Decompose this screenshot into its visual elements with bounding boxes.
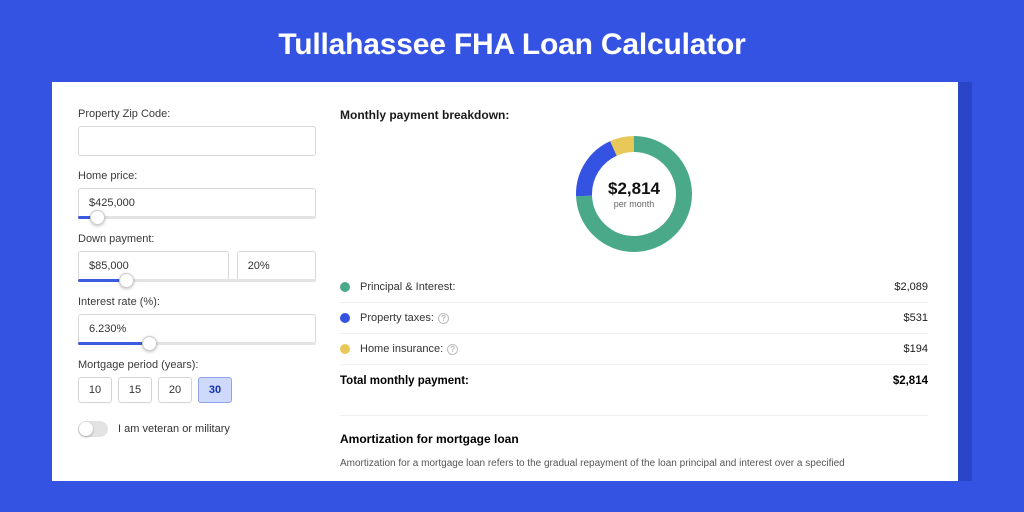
home-price-label: Home price: bbox=[78, 170, 316, 182]
period-group: Mortgage period (years): 10152030 bbox=[78, 359, 316, 403]
line-item: Property taxes:?$531 bbox=[340, 302, 928, 333]
breakdown-title: Monthly payment breakdown: bbox=[340, 108, 928, 122]
line-label: Principal & Interest: bbox=[360, 281, 894, 293]
total-label: Total monthly payment: bbox=[340, 375, 893, 387]
zip-label: Property Zip Code: bbox=[78, 108, 316, 120]
interest-label: Interest rate (%): bbox=[78, 296, 316, 308]
donut-amount: $2,814 bbox=[608, 179, 660, 199]
interest-slider-thumb[interactable] bbox=[142, 336, 157, 351]
total-row: Total monthly payment: $2,814 bbox=[340, 364, 928, 397]
zip-input[interactable] bbox=[78, 126, 316, 156]
line-item: Principal & Interest:$2,089 bbox=[340, 272, 928, 302]
amortization-title: Amortization for mortgage loan bbox=[340, 432, 928, 446]
period-buttons: 10152030 bbox=[78, 377, 316, 403]
period-button-10[interactable]: 10 bbox=[78, 377, 112, 403]
line-value: $531 bbox=[904, 312, 928, 324]
inputs-column: Property Zip Code: Home price: Down paym… bbox=[78, 108, 316, 471]
down-payment-label: Down payment: bbox=[78, 233, 316, 245]
info-icon[interactable]: ? bbox=[447, 344, 458, 355]
down-payment-slider[interactable] bbox=[78, 279, 316, 282]
interest-slider[interactable] bbox=[78, 342, 316, 345]
legend-dot bbox=[340, 344, 350, 354]
info-icon[interactable]: ? bbox=[438, 313, 449, 324]
period-button-30[interactable]: 30 bbox=[198, 377, 232, 403]
line-value: $2,089 bbox=[894, 281, 928, 293]
veteran-label: I am veteran or military bbox=[118, 423, 230, 435]
line-label: Property taxes:? bbox=[360, 312, 904, 324]
home-price-slider-thumb[interactable] bbox=[90, 210, 105, 225]
line-item: Home insurance:?$194 bbox=[340, 333, 928, 364]
interest-group: Interest rate (%): bbox=[78, 296, 316, 345]
home-price-group: Home price: bbox=[78, 170, 316, 219]
period-label: Mortgage period (years): bbox=[78, 359, 316, 371]
down-payment-percent-input[interactable] bbox=[237, 251, 316, 281]
line-label: Home insurance:? bbox=[360, 343, 904, 355]
breakdown-column: Monthly payment breakdown: $2,814 per mo… bbox=[340, 108, 928, 471]
donut-chart: $2,814 per month bbox=[574, 134, 694, 254]
donut-wrap: $2,814 per month bbox=[340, 134, 928, 254]
home-price-slider[interactable] bbox=[78, 216, 316, 219]
donut-sub: per month bbox=[614, 199, 655, 209]
veteran-toggle[interactable] bbox=[78, 421, 108, 437]
period-button-20[interactable]: 20 bbox=[158, 377, 192, 403]
period-button-15[interactable]: 15 bbox=[118, 377, 152, 403]
interest-input[interactable] bbox=[78, 314, 316, 344]
down-payment-slider-thumb[interactable] bbox=[119, 273, 134, 288]
amortization-block: Amortization for mortgage loan Amortizat… bbox=[340, 415, 928, 471]
legend-dot bbox=[340, 282, 350, 292]
total-value: $2,814 bbox=[893, 375, 928, 387]
legend-dot bbox=[340, 313, 350, 323]
card-shadow: Property Zip Code: Home price: Down paym… bbox=[52, 82, 972, 481]
calculator-card: Property Zip Code: Home price: Down paym… bbox=[52, 82, 958, 481]
line-value: $194 bbox=[904, 343, 928, 355]
page-title: Tullahassee FHA Loan Calculator bbox=[0, 0, 1024, 82]
down-payment-amount-input[interactable] bbox=[78, 251, 229, 281]
line-items: Principal & Interest:$2,089Property taxe… bbox=[340, 272, 928, 364]
home-price-input[interactable] bbox=[78, 188, 316, 218]
veteran-row: I am veteran or military bbox=[78, 421, 316, 437]
zip-field-group: Property Zip Code: bbox=[78, 108, 316, 156]
down-payment-group: Down payment: bbox=[78, 233, 316, 282]
amortization-text: Amortization for a mortgage loan refers … bbox=[340, 456, 928, 471]
